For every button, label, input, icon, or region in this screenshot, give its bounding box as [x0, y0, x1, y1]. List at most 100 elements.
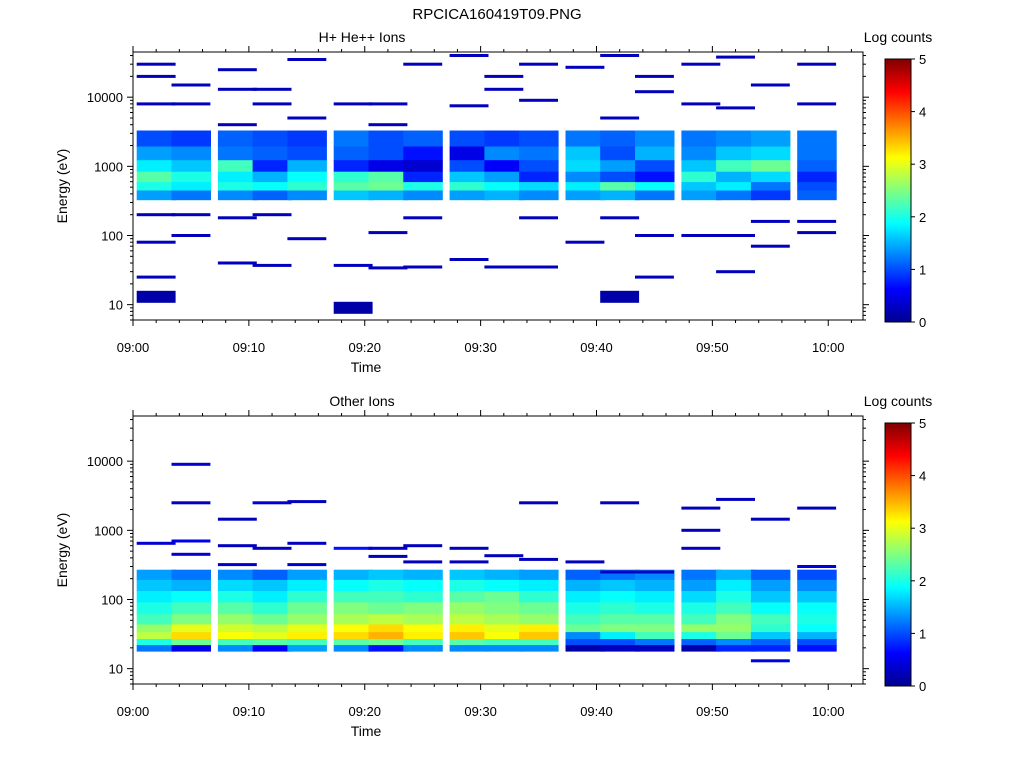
- x-tick-label: 10:00: [812, 340, 845, 355]
- heatmap-cell: [171, 639, 211, 646]
- heatmap-cell: [333, 130, 374, 148]
- event-mark: [171, 501, 211, 505]
- heatmap-cell: [136, 171, 177, 183]
- heatmap-cell: [716, 146, 756, 161]
- heatmap-cell: [716, 632, 756, 640]
- heatmap-cell: [171, 645, 211, 652]
- heatmap-cell: [368, 624, 408, 633]
- x-tick-label: 09:10: [233, 704, 266, 719]
- heatmap-cell: [136, 146, 177, 161]
- heatmap-cell: [287, 645, 327, 652]
- heatmap-cell: [565, 602, 605, 615]
- event-mark: [171, 83, 211, 87]
- heatmap-cells: [136, 569, 837, 652]
- heatmap-cell: [797, 160, 837, 173]
- heatmap-cell: [171, 624, 211, 633]
- heatmap-cell: [750, 579, 791, 592]
- heatmap-cell: [171, 182, 211, 192]
- event-mark: [403, 560, 443, 564]
- heatmap-cell: [252, 624, 293, 633]
- heatmap-cell: [287, 579, 327, 592]
- heatmap-cell: [519, 645, 559, 652]
- heatmap-cell: [750, 602, 791, 615]
- heatmap-cell: [565, 569, 605, 581]
- colorbar-tick-label: 2: [919, 210, 926, 225]
- y-axis: 10 100 1000 10000 Energy (eV): [54, 55, 869, 321]
- heatmap-cell: [484, 579, 524, 592]
- event-mark: [600, 290, 640, 303]
- heatmap-cell: [635, 645, 675, 652]
- plot-frame: [132, 51, 864, 321]
- event-mark: [136, 240, 176, 244]
- heatmap-cell: [635, 130, 675, 148]
- x-tick-label: 09:00: [117, 340, 150, 355]
- colorbar-gradient: [884, 58, 912, 323]
- heatmap-cell: [403, 160, 443, 173]
- heatmap-cell: [635, 624, 675, 633]
- event-mark: [635, 74, 674, 78]
- event-mark: [136, 275, 176, 279]
- heatmap-cell: [333, 182, 374, 192]
- event-mark: [600, 116, 640, 120]
- heatmap-cell: [449, 190, 490, 201]
- event-mark: [565, 560, 605, 564]
- heatmap-cell: [368, 632, 408, 640]
- heatmap-cell: [519, 579, 559, 592]
- heatmap-cell: [635, 146, 675, 161]
- heatmap-cell: [449, 591, 490, 603]
- x-axis-label: Time: [351, 723, 382, 739]
- heatmap-cell: [681, 602, 721, 615]
- heatmap-cell: [565, 645, 605, 652]
- event-mark: [368, 102, 408, 106]
- event-mark: [403, 216, 443, 220]
- heatmap-cell: [449, 645, 490, 652]
- heatmap-cell: [403, 614, 443, 625]
- x-tick-label: 09:30: [464, 704, 497, 719]
- heatmap-cell: [333, 190, 374, 201]
- event-mark: [403, 62, 443, 66]
- event-mark: [797, 565, 837, 568]
- heatmap-cell: [449, 171, 490, 183]
- event-mark: [287, 237, 327, 241]
- event-mark: [635, 275, 674, 279]
- event-mark: [681, 506, 721, 510]
- colorbar-tick-label: 4: [919, 105, 926, 120]
- colorbar-tick-label: 0: [919, 679, 926, 694]
- heatmap-cell: [217, 130, 258, 148]
- heatmap-cell: [797, 579, 837, 592]
- event-mark: [449, 258, 489, 261]
- event-mark: [368, 266, 408, 270]
- event-mark: [252, 501, 292, 505]
- colorbar-tick-label: 5: [919, 52, 926, 67]
- event-mark: [716, 55, 755, 59]
- heatmap-cell: [484, 146, 524, 161]
- event-mark: [750, 659, 790, 663]
- heatmap-cell: [750, 171, 791, 183]
- heatmap-cell: [519, 624, 559, 633]
- heatmap-cell: [333, 624, 374, 633]
- heatmap-cell: [681, 614, 721, 625]
- heatmap-cell: [565, 190, 605, 201]
- heatmap-cell: [635, 160, 675, 173]
- heatmap-cell: [252, 190, 293, 201]
- event-mark: [136, 541, 176, 545]
- y-tick-label: 10000: [87, 454, 123, 469]
- event-mark: [519, 98, 558, 102]
- heatmap-cell: [136, 614, 177, 625]
- heatmap-cell: [403, 602, 443, 615]
- colorbar-label: Log counts: [864, 29, 933, 45]
- heatmap-cell: [519, 639, 559, 646]
- heatmap-cell: [368, 182, 408, 192]
- heatmap-cell: [681, 591, 721, 603]
- y-tick-label: 1000: [94, 159, 123, 174]
- heatmap-cell: [797, 602, 837, 615]
- heatmap-cell: [565, 146, 605, 161]
- heatmap-cell: [797, 171, 837, 183]
- heatmap-cell: [519, 632, 559, 640]
- heatmap-cell: [217, 639, 258, 646]
- event-mark: [287, 541, 327, 545]
- y-tick-label: 100: [101, 592, 123, 607]
- heatmap-cell: [403, 569, 443, 581]
- heatmap-cell: [252, 645, 293, 652]
- event-mark: [484, 265, 524, 269]
